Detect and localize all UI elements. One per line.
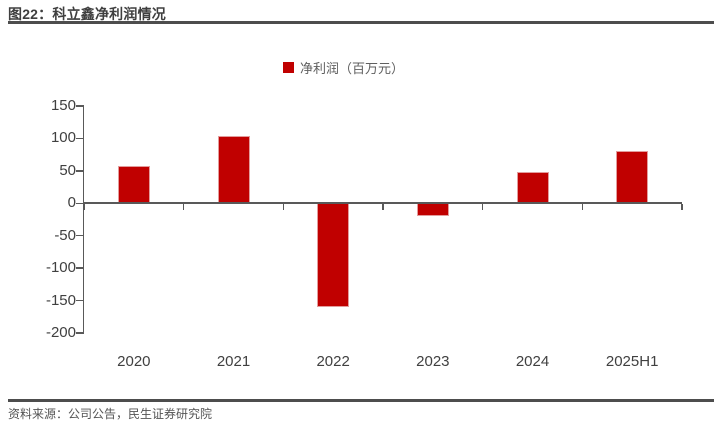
legend-label: 净利润（百万元） [300,61,405,76]
x-tick-mark [83,204,85,211]
y-tick-mark [76,267,84,269]
x-tick-mark [581,204,584,211]
y-tick-label: -200 [45,324,76,341]
y-tick-mark [76,332,84,334]
y-tick-mark [76,105,84,107]
bar-2025H1 [616,150,649,204]
y-tick-label: 0 [67,194,76,212]
x-tick-mark [182,204,185,211]
y-tick-mark [76,234,84,237]
x-axis-label: 2024 [515,353,550,370]
y-tick-mark [76,202,84,205]
y-tick-mark [76,170,84,172]
x-axis-label: 2023 [416,353,450,370]
bar-2024 [516,172,549,204]
x-axis-label: 2021 [216,353,251,370]
x-axis-label: 2020 [117,353,151,370]
y-tick-label: -100 [45,259,76,277]
figure-title: 图22：科立鑫净利润情况 [8,6,166,22]
x-axis-line [84,202,682,205]
y-tick-mark [76,299,84,302]
x-tick-mark [681,204,683,211]
x-tick-mark [282,204,285,211]
legend: 净利润（百万元） [283,58,404,77]
x-axis-label: 2025H1 [605,353,659,370]
bar-2020 [117,166,150,204]
y-tick-label: -50 [54,226,76,244]
bar-2021 [217,136,250,204]
x-axis-label: 2022 [316,353,350,370]
bar-2023 [416,203,449,217]
y-tick-label: -150 [45,291,76,309]
y-tick-mark [76,137,84,140]
source-note: 资料来源：公司公告，民生证券研究院 [8,407,213,421]
x-tick-mark [382,204,384,211]
y-tick-label: 100 [50,129,76,147]
legend-swatch-icon [283,62,294,73]
y-tick-label: 150 [50,97,76,114]
footer-divider [8,399,714,402]
bar-2022 [317,203,350,308]
y-tick-label: 50 [59,161,76,179]
x-tick-mark [481,204,484,211]
title-divider [8,21,714,24]
y-axis-line [82,106,84,333]
